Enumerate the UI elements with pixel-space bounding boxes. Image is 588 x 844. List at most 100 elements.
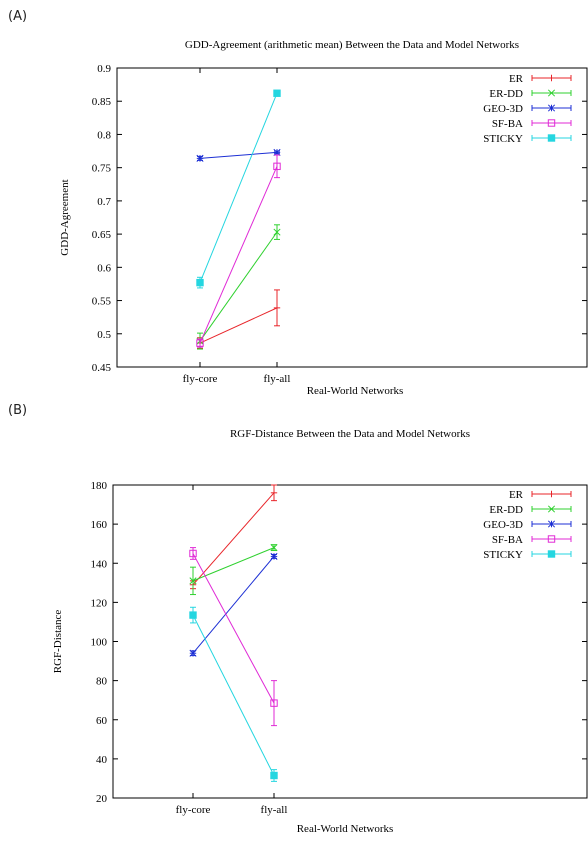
chart-a-ytick-label: 0.5 [97,329,111,341]
chart-a-plot-frame [116,67,588,368]
chart-b-title: RGF-Distance Between the Data and Model … [230,428,470,440]
chart-a-xtick-label: fly-core [183,373,218,385]
chart-a-legend-marker-stroke [547,134,556,142]
chart-a-series-line [199,166,278,344]
chart-b-series-line [192,556,275,654]
chart-b-legend-marker [547,505,556,513]
chart-a-xtick-label: fly-all [264,373,291,385]
chart-b-legend-marker-stroke [547,505,556,513]
chart-a-legend-marker-stroke [547,104,556,112]
chart-b-data-point [270,489,278,497]
chart-b-series-sticky [189,606,278,782]
chart-b-data-point-stroke [270,771,278,780]
chart-b-ytick-label: 20 [96,793,108,805]
chart-a-ytick-label: 0.45 [92,362,112,374]
chart-a-legend-marker-stroke [547,89,556,97]
chart-b-plot-frame [112,484,588,799]
chart-b-ytick-label: 80 [96,676,108,688]
chart-a-data-point-stroke [196,278,204,287]
chart-a-data-point-stroke [273,228,281,236]
chart-a-data-point-stroke [273,89,281,97]
chart-b-legend-marker [548,490,555,498]
chart-b-legend-marker [547,520,556,528]
chart-b-data-point [189,577,197,585]
panel-label-a: (A) [8,9,28,24]
chart-b-ylabel: RGF-Distance [52,610,64,674]
chart-a-legend-marker-stroke [547,119,556,127]
chart-b-ytick-label: 60 [96,715,108,727]
chart-a-ylabel: GDD-Agreement [59,179,71,255]
chart-b-xtick-label: fly-all [261,804,288,816]
chart-a-ytick-label: 0.8 [97,129,111,141]
chart-a-data-point [196,278,204,287]
chart-a-legend-label: SF-BA [492,118,523,130]
chart-a-series-er-dd [196,224,281,350]
chart-a-legend-marker [547,89,556,97]
chart-a-series-er [196,289,281,349]
chart-a-data-point-stroke [273,162,281,171]
chart-b-legend-label: ER [509,489,524,501]
chart-b-legend-marker-stroke [547,535,556,543]
chart-a-ytick-label: 0.7 [97,196,111,208]
chart-a-legend-marker [547,119,556,127]
chart-a-ytick-label: 0.85 [92,96,112,108]
chart-b-legend-label: STICKY [483,549,523,561]
chart-b-ytick-label: 160 [91,519,108,531]
chart-b-legend-marker [547,535,556,543]
chart-b-legend-label: GEO-3D [483,519,523,531]
chart-a-legend-marker [548,74,555,82]
chart-a-legend-label: STICKY [483,133,523,145]
chart-b-series-geo-3d [189,552,278,657]
chart-a-series-line [199,93,278,283]
chart-a-series-sf-ba [196,154,281,348]
chart-b-ytick-label: 100 [91,637,108,649]
chart-a-legend-label: ER [509,73,524,85]
chart-b-data-point [189,649,197,657]
chart-b-data-point [270,699,278,707]
chart-a-legend-marker [547,104,556,112]
chart-b-ytick-label: 180 [91,480,108,492]
chart-a-ytick-label: 0.65 [92,229,112,241]
chart-a-title: GDD-Agreement (arithmetic mean) Between … [185,39,519,51]
chart-a-data-point [273,148,281,156]
chart-b-xtick-label: fly-core [176,804,211,816]
chart-b-legend-label: SF-BA [492,534,523,546]
chart-a-ytick-label: 0.75 [92,163,112,175]
chart-b-data-point [270,544,278,552]
chart-a-ytick-label: 0.9 [97,63,111,75]
chart-b-legend-marker [547,550,556,558]
chart-b: RGF-Distance Between the Data and Model … [52,428,588,835]
chart-a-ytick-label: 0.55 [92,296,112,308]
chart-b-series-er [189,484,278,590]
chart-b-data-point-stroke [270,552,278,560]
chart-a-data-point [273,162,281,171]
chart-a: GDD-Agreement (arithmetic mean) Between … [59,39,588,397]
chart-a-series-line [199,231,278,342]
panel-label-b: (B) [8,403,28,418]
chart-b-data-point-stroke [189,649,197,657]
chart-a-data-point-stroke [196,339,204,347]
chart-a-data-point-stroke [273,148,281,156]
chart-a-xlabel: Real-World Networks [307,385,404,397]
chart-b-legend-marker-stroke [547,520,556,528]
chart-a-legend-label: GEO-3D [483,103,523,115]
chart-b-legend-label: ER-DD [489,504,523,516]
chart-a-ytick-label: 0.6 [97,262,111,274]
chart-a-series-sticky [196,89,281,289]
chart-a-series-geo-3d [196,148,281,162]
chart-a-series-line [199,307,278,344]
chart-a-data-point [273,304,281,312]
chart-a-data-point [273,228,281,236]
chart-b-data-point [189,549,197,558]
chart-b-data-point-stroke [270,544,278,552]
chart-a-legend-marker [547,134,556,142]
chart-b-ytick-label: 140 [91,558,108,570]
chart-b-data-point-stroke [189,549,197,558]
chart-b-series-line [192,614,275,776]
chart-a-data-point [273,89,281,97]
chart-b-ytick-label: 120 [91,597,108,609]
chart-b-ytick-label: 40 [96,754,108,766]
chart-b-series-sf-ba [189,547,278,727]
chart-b-series-line [192,547,275,582]
chart-b-series-line [192,492,275,586]
